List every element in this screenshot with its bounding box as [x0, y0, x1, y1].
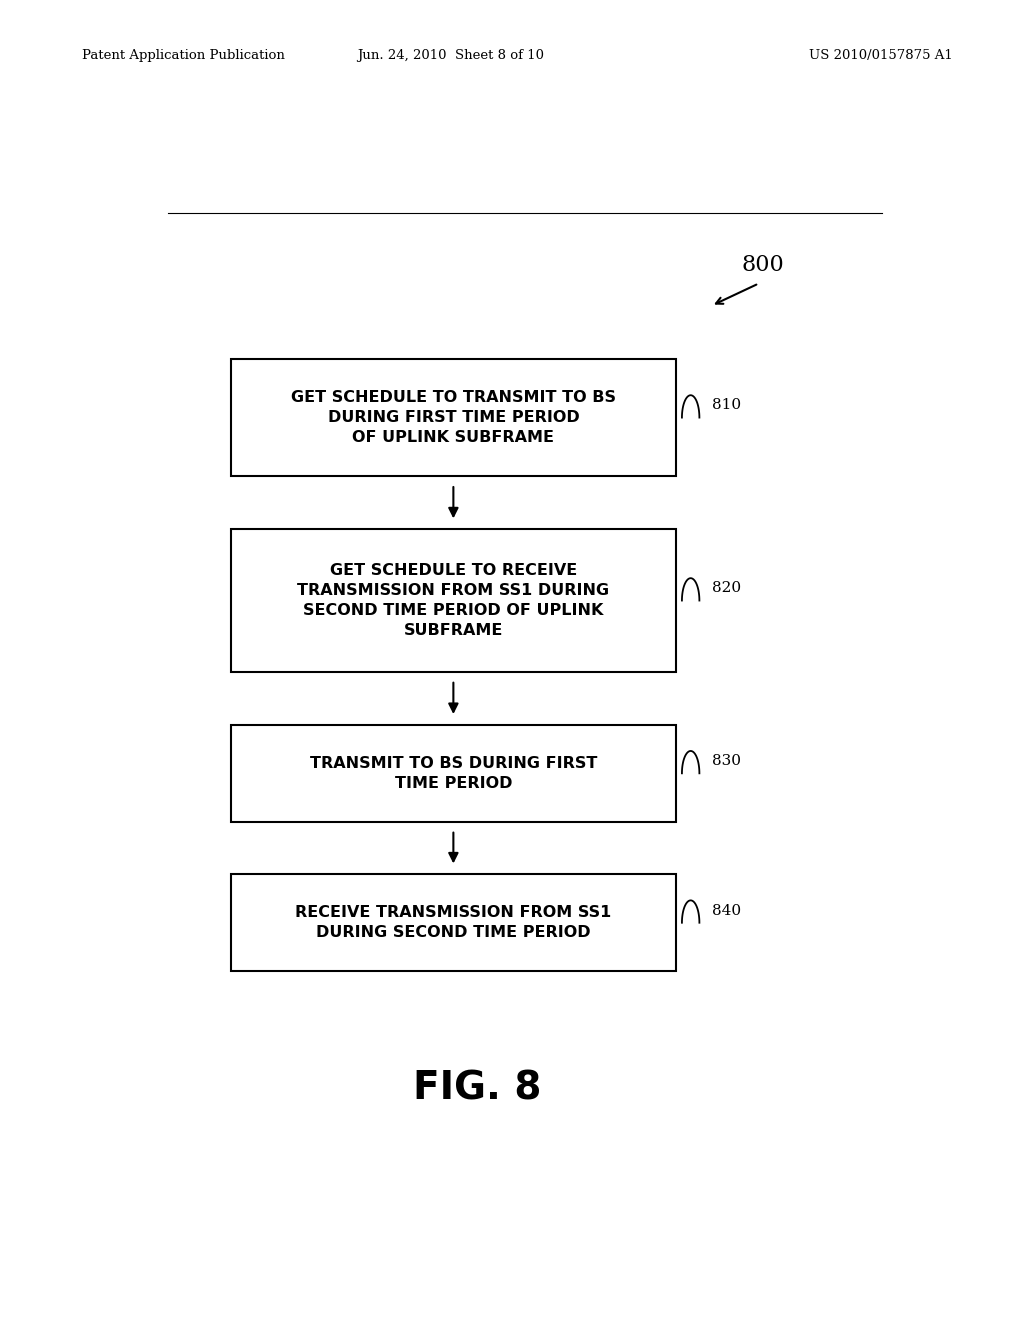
Text: US 2010/0157875 A1: US 2010/0157875 A1	[809, 49, 952, 62]
Text: 810: 810	[712, 399, 741, 412]
Text: 800: 800	[741, 255, 784, 276]
Text: RECEIVE TRANSMISSION FROM SS1
DURING SECOND TIME PERIOD: RECEIVE TRANSMISSION FROM SS1 DURING SEC…	[295, 906, 611, 940]
Text: 840: 840	[712, 903, 741, 917]
Text: GET SCHEDULE TO TRANSMIT TO BS
DURING FIRST TIME PERIOD
OF UPLINK SUBFRAME: GET SCHEDULE TO TRANSMIT TO BS DURING FI…	[291, 391, 615, 445]
Text: Patent Application Publication: Patent Application Publication	[82, 49, 285, 62]
Bar	[231, 874, 676, 972]
Text: TRANSMIT TO BS DURING FIRST
TIME PERIOD: TRANSMIT TO BS DURING FIRST TIME PERIOD	[309, 756, 597, 791]
Text: 830: 830	[712, 754, 741, 768]
Text: GET SCHEDULE TO RECEIVE
TRANSMISSION FROM SS1 DURING
SECOND TIME PERIOD OF UPLIN: GET SCHEDULE TO RECEIVE TRANSMISSION FRO…	[297, 564, 609, 638]
Bar	[231, 725, 676, 821]
Bar	[231, 359, 676, 477]
Text: FIG. 8: FIG. 8	[413, 1069, 542, 1107]
Bar	[231, 529, 676, 672]
Text: 820: 820	[712, 581, 741, 595]
Text: Jun. 24, 2010  Sheet 8 of 10: Jun. 24, 2010 Sheet 8 of 10	[357, 49, 544, 62]
